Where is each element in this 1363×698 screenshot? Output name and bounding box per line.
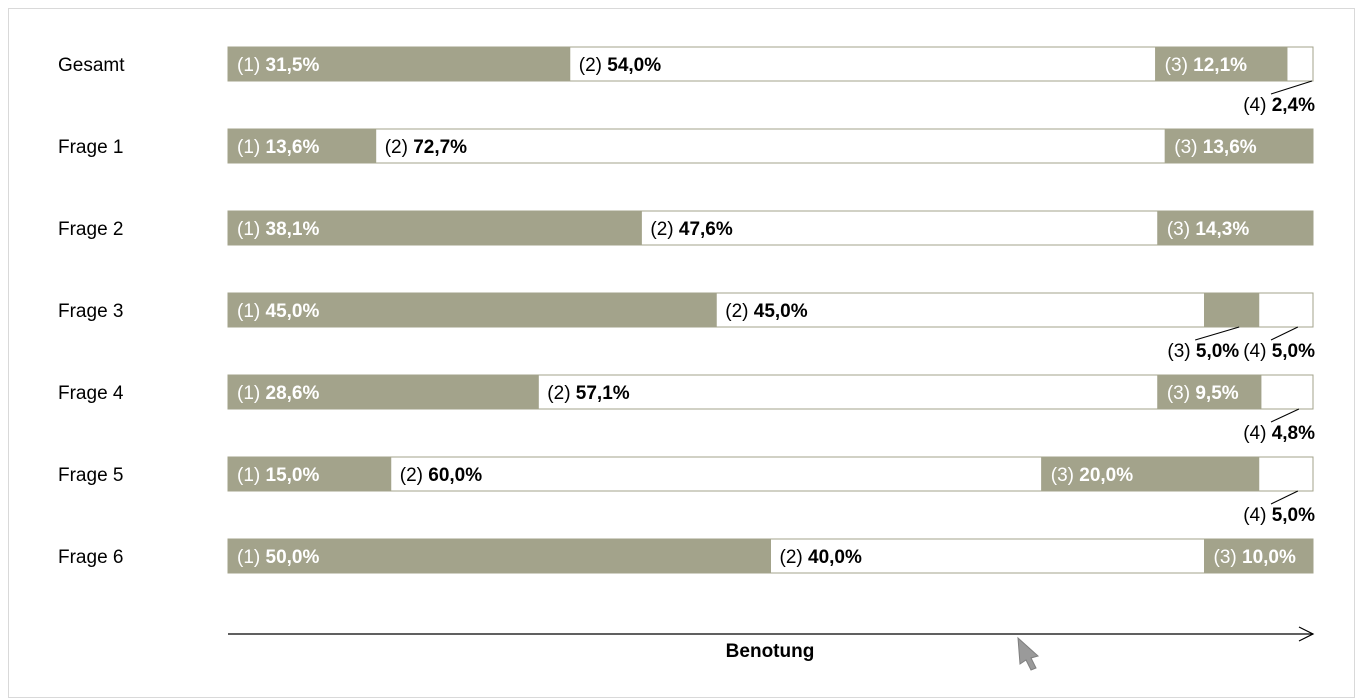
category-label: Gesamt: [58, 55, 125, 76]
data-label: (1) 38,1%: [237, 219, 319, 240]
bar-segment: [1157, 210, 1314, 246]
data-label: (2) 45,0%: [725, 301, 807, 322]
data-label: (1) 45,0%: [237, 301, 319, 322]
chart-row: Gesamt (1) 31,5% (2) 54,0% (3) 12,1% (4) 2,4…: [58, 46, 1315, 116]
bar-segment: [715, 292, 1205, 328]
data-label: (4) 5,0%: [1243, 341, 1315, 362]
bar-segment: [1204, 538, 1314, 574]
bar-segment: [227, 456, 392, 492]
chart-row: Frage 1 (1) 13,6% (2) 72,7% (3) 13,6%: [58, 128, 1314, 164]
bar-segment: [1157, 374, 1262, 410]
bar-segment: [375, 128, 1166, 164]
data-label: (2) 60,0%: [400, 465, 482, 486]
data-label: (1) 50,0%: [237, 547, 319, 568]
cursor-icon: [1017, 636, 1040, 671]
data-label: (3) 12,1%: [1165, 55, 1247, 76]
data-label: (3) 10,0%: [1214, 547, 1296, 568]
data-label: (1) 15,0%: [237, 465, 319, 486]
data-label: (4) 5,0%: [1243, 505, 1315, 526]
data-label: (2) 40,0%: [780, 547, 862, 568]
leader-line: [1270, 326, 1299, 341]
bar-segment: [1258, 456, 1314, 492]
chart-rows: Gesamt (1) 31,5% (2) 54,0% (3) 12,1% (4) 2,4…: [58, 46, 1315, 574]
data-label: (4) 4,8%: [1243, 423, 1315, 444]
bar-segment: [569, 46, 1157, 82]
data-label: (4) 2,4%: [1243, 95, 1315, 116]
data-label: (3) 20,0%: [1051, 465, 1133, 486]
bar-segment: [1041, 456, 1260, 492]
bar-segment: [640, 210, 1159, 246]
bar-segment: [227, 292, 717, 328]
leader-line: [1270, 490, 1299, 505]
bar-segment: [1258, 292, 1314, 328]
leader-line: [1195, 326, 1240, 341]
leader-line: [1270, 80, 1313, 95]
leader-line: [1270, 408, 1300, 423]
bar-segment: [390, 456, 1043, 492]
chart-row: Frage 2 (1) 38,1% (2) 47,6% (3) 14,3%: [58, 210, 1314, 246]
data-label: (3) 13,6%: [1174, 137, 1256, 158]
x-axis-label: Benotung: [726, 641, 815, 662]
category-label: Frage 4: [58, 383, 124, 404]
bar-segment: [227, 46, 571, 82]
chart-row: Frage 5 (1) 15,0% (2) 60,0% (3) 20,0% (4) 5,…: [58, 456, 1315, 526]
bar-segment: [227, 128, 377, 164]
bar-segment: [770, 538, 1205, 574]
bar-segment: [227, 374, 539, 410]
category-label: Frage 6: [58, 547, 123, 568]
data-label: (2) 54,0%: [579, 55, 661, 76]
data-label: (2) 47,6%: [650, 219, 732, 240]
grade-distribution-chart: Gesamt (1) 31,5% (2) 54,0% (3) 12,1% (4) 2,4…: [58, 46, 1315, 671]
chart-row: Frage 4 (1) 28,6% (2) 57,1% (3) 9,5%(4) 4,8…: [58, 374, 1315, 444]
bar-segment: [537, 374, 1159, 410]
chart-row: Frage 3 (1) 45,0% (2) 45,0% (4) 5,0%(3) 5,0…: [58, 292, 1315, 362]
bar-segment: [227, 210, 642, 246]
bar-segment: [1260, 374, 1314, 410]
bar-segment: [227, 538, 771, 574]
data-label: (1) 28,6%: [237, 383, 319, 404]
bar-segment: [1286, 46, 1314, 82]
data-label: (2) 72,7%: [385, 137, 467, 158]
data-label: (3) 5,0%: [1167, 341, 1239, 362]
chart-row: Frage 6 (1) 50,0% (2) 40,0% (3) 10,0%: [58, 538, 1314, 574]
data-label: (1) 13,6%: [237, 137, 319, 158]
category-label: Frage 2: [58, 219, 123, 240]
bar-segment: [1204, 292, 1260, 328]
data-label: (3) 9,5%: [1167, 383, 1239, 404]
data-label: (1) 31,5%: [237, 55, 319, 76]
category-label: Frage 5: [58, 465, 123, 486]
category-label: Frage 1: [58, 137, 123, 158]
x-axis-arrowhead: [1298, 626, 1315, 642]
data-label: (3) 14,3%: [1167, 219, 1249, 240]
data-label: (2) 57,1%: [547, 383, 629, 404]
bar-segment: [1164, 128, 1314, 164]
x-axis: Benotung: [228, 626, 1315, 662]
category-label: Frage 3: [58, 301, 123, 322]
